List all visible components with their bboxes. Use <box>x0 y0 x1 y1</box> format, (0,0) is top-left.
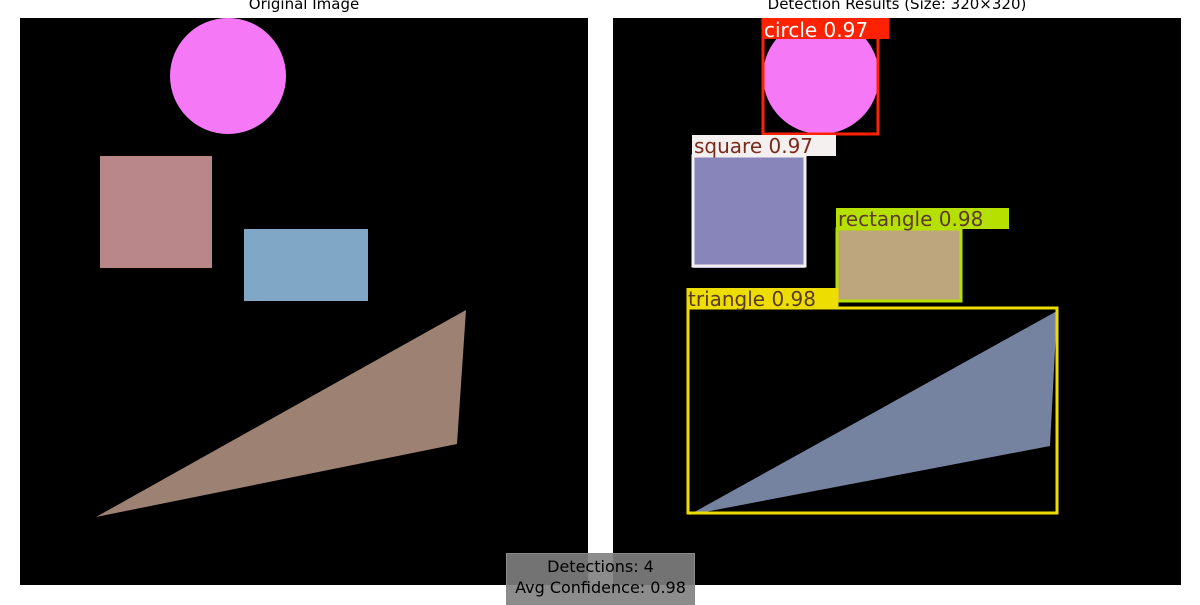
avg-confidence-text: Avg Confidence: 0.98 <box>515 578 686 597</box>
original-circle-shape <box>170 18 286 134</box>
original-image-title: Original Image <box>248 0 360 13</box>
detected-rectangle-shape <box>837 229 961 301</box>
detected-square-shape <box>693 156 805 268</box>
original-rectangle-shape <box>244 229 368 301</box>
triangle-bounding-box <box>686 306 1059 515</box>
circle-label-background <box>761 18 890 39</box>
original-image-panel <box>20 18 588 585</box>
square-label: square 0.97 <box>694 134 813 158</box>
detected-triangle-shape <box>689 311 1057 515</box>
detections-count-text: Detections: 4 <box>547 557 654 576</box>
rectangle-label: rectangle 0.98 <box>838 207 983 231</box>
detection-summary-box: Detections: 4 Avg Confidence: 0.98 <box>506 553 695 605</box>
detected-circle-shape <box>763 18 879 134</box>
original-triangle-shape <box>96 310 466 517</box>
square-label-background <box>692 135 836 156</box>
original-image-canvas <box>96 18 466 517</box>
detection-results-title: Detection Results (Size: 320×320) <box>767 0 1027 13</box>
detection-results-panel: circle 0.97 square 0.97 rectangle 0.98 t… <box>613 18 1181 585</box>
original-square-shape <box>100 156 212 268</box>
circle-bounding-box <box>761 18 880 136</box>
rectangle-label-background <box>836 208 1009 229</box>
triangle-label: triangle 0.98 <box>688 287 816 311</box>
detection-results-canvas: circle 0.97 square 0.97 rectangle 0.98 t… <box>686 18 1059 515</box>
triangle-label-background <box>686 288 839 309</box>
circle-label: circle 0.97 <box>764 18 868 42</box>
